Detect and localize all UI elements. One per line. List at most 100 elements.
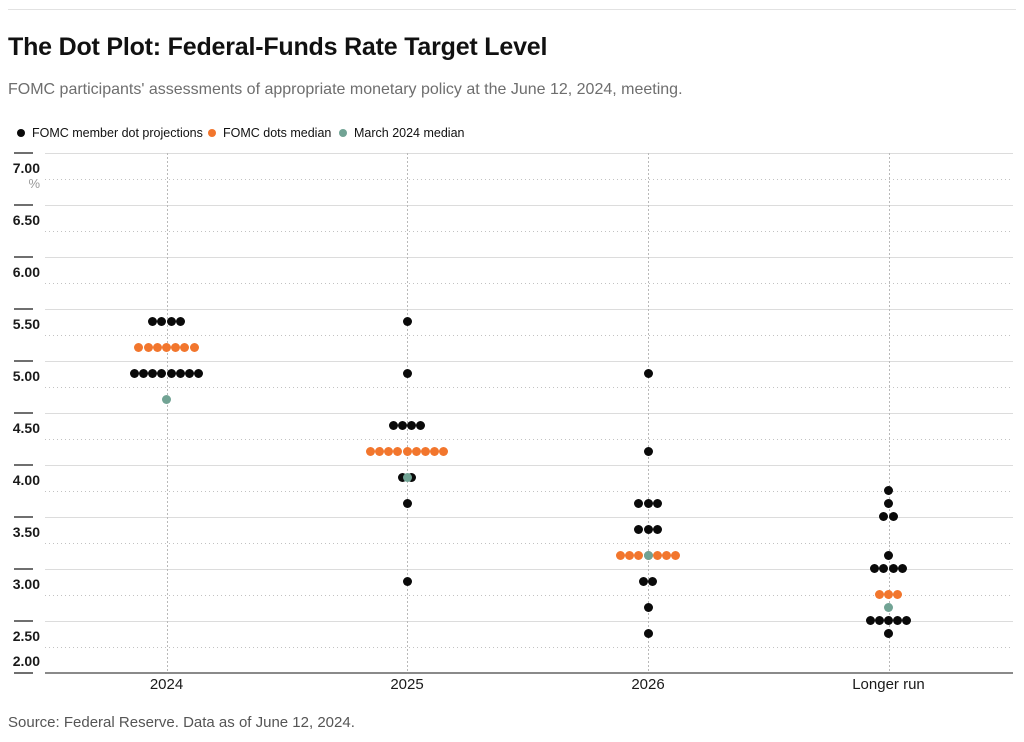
grid-line-minor: [45, 230, 1013, 232]
grid-line-major: [45, 152, 1013, 154]
june-median-dot: [134, 343, 144, 353]
projection-dot: [888, 564, 898, 574]
y-axis-tick: [14, 411, 33, 414]
june-median-dot: [384, 447, 394, 457]
june-median-dot: [430, 447, 440, 457]
projection-dot: [194, 369, 204, 379]
category-guide-line: [166, 152, 168, 673]
june-median-dot: [884, 590, 893, 600]
legend-dot-icon: [339, 129, 347, 137]
x-axis-label: 2024: [149, 676, 184, 693]
grid-line-major: [45, 308, 1013, 310]
june-median-dot: [393, 447, 403, 457]
y-axis-tick: [14, 515, 33, 518]
june-median-dot: [189, 343, 199, 353]
projection-dot: [175, 317, 185, 327]
june-median-dot: [402, 447, 412, 457]
projection-dot: [402, 369, 412, 379]
projection-dot: [648, 577, 658, 587]
projection-dot: [407, 473, 417, 483]
projection-dot: [643, 603, 653, 613]
projection-dot: [652, 525, 662, 535]
y-axis-tick: [14, 567, 33, 570]
march-median-dot: [162, 395, 171, 405]
y-axis-label: 3.00: [12, 575, 40, 592]
projection-dot: [175, 369, 185, 379]
projection-dot: [884, 551, 893, 561]
june-median-dot: [143, 343, 153, 353]
x-axis-line: [45, 671, 1013, 674]
projection-dot: [185, 369, 194, 379]
projection-dot: [129, 369, 139, 379]
grid-line-minor: [45, 490, 1013, 492]
y-axis-tick: [14, 151, 33, 154]
grid-line-minor: [45, 178, 1013, 180]
grid-line-major: [45, 464, 1013, 466]
june-median-dot: [671, 551, 681, 561]
projection-dot: [166, 317, 176, 327]
projection-dot: [402, 577, 412, 587]
x-axis-label: Longer run: [852, 676, 925, 693]
june-median-dot: [661, 551, 671, 561]
projection-dot: [416, 421, 426, 431]
grid-line-minor: [45, 386, 1013, 388]
grid-line-major: [45, 516, 1013, 518]
projection-dot: [643, 369, 653, 379]
projection-dot: [870, 564, 880, 574]
projection-dot: [879, 564, 889, 574]
legend-dot-icon: [17, 129, 25, 137]
projection-dot: [902, 616, 912, 626]
june-median-dot: [171, 343, 181, 353]
projection-dot: [884, 616, 893, 626]
projection-dot: [884, 499, 893, 509]
june-median-dot: [615, 551, 625, 561]
projection-dot: [884, 486, 893, 496]
projection-dot: [643, 499, 653, 509]
projection-dot: [402, 317, 412, 327]
projection-dot: [157, 369, 167, 379]
legend-item-0: FOMC member dot projections: [17, 126, 203, 140]
y-axis-tick: [14, 255, 33, 258]
y-axis-label: 4.50: [12, 419, 40, 436]
june-median-dot: [439, 447, 449, 457]
y-axis-tick: [14, 671, 33, 674]
category-guide-line: [407, 152, 408, 673]
projection-dot: [139, 369, 148, 379]
projection-dot: [397, 473, 407, 483]
projection-dot: [893, 616, 903, 626]
y-axis-unit-label: %: [28, 175, 40, 191]
june-median-dot: [365, 447, 375, 457]
grid-line-major: [45, 412, 1013, 414]
june-median-dot: [893, 590, 903, 600]
legend-item-label: March 2024 median: [354, 126, 465, 140]
june-median-dot: [152, 343, 162, 353]
chart-subtitle: FOMC participants' assessments of approp…: [8, 81, 683, 98]
projection-dot: [402, 499, 412, 509]
chart-title: The Dot Plot: Federal-Funds Rate Target …: [8, 33, 548, 61]
legend-item-2: March 2024 median: [339, 126, 464, 140]
grid-line-minor: [45, 282, 1013, 284]
june-median-dot: [874, 590, 884, 600]
june-median-dot: [420, 447, 430, 457]
legend-dot-icon: [208, 129, 216, 137]
projection-dot: [884, 629, 893, 639]
grid-line-minor: [45, 542, 1013, 544]
y-axis-label: 5.50: [12, 315, 40, 332]
source-note: Source: Federal Reserve. Data as of June…: [8, 714, 355, 731]
top-divider: [8, 9, 1016, 10]
grid-line-major: [45, 620, 1013, 622]
y-axis-label: 6.50: [12, 211, 40, 228]
grid-line-major: [45, 256, 1013, 258]
x-axis-label: 2026: [631, 676, 665, 693]
june-median-dot: [162, 343, 171, 353]
june-median-dot: [180, 343, 190, 353]
projection-dot: [634, 525, 644, 535]
projection-dot: [148, 369, 158, 379]
x-axis-label: 2025: [390, 676, 424, 693]
y-axis-label: 2.50: [12, 627, 40, 644]
grid-line-major: [45, 204, 1013, 206]
june-median-dot: [625, 551, 635, 561]
march-median-dot: [643, 551, 653, 561]
projection-dot: [643, 629, 653, 639]
